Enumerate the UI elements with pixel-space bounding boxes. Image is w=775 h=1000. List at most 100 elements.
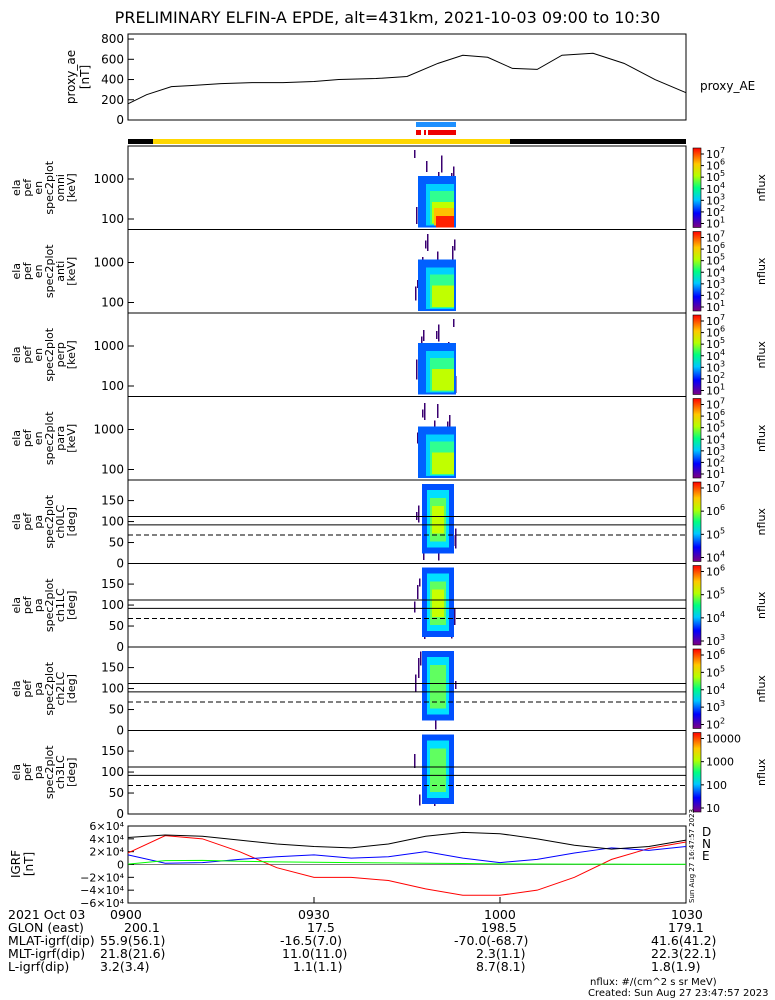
colorbar-tick-label: 104 (706, 550, 725, 565)
spectrogram-noise (415, 674, 417, 692)
spectrogram-noise (427, 234, 429, 251)
spectrogram-ylabel: ch2LC (54, 672, 67, 706)
spectrogram-ylabel: anti (54, 261, 67, 282)
spectrogram-flux (436, 216, 454, 228)
spectrogram-ylabel: spec2plot (43, 578, 56, 632)
spectrogram-ylabel: ela (10, 430, 23, 447)
colorbar-tick-label: 107 (706, 230, 725, 245)
colorbar (692, 648, 702, 729)
spectrogram-noise (414, 601, 416, 613)
spectrogram-ylabel: [keV] (65, 340, 78, 369)
spectrogram-ylabel: ch3LC (54, 755, 67, 789)
colorbar-tick-label: 103 (706, 276, 725, 291)
spectrogram-ytick-label: 100 (101, 379, 124, 393)
spectrogram-noise (452, 246, 454, 263)
proxy-ae-ytick-label: 800 (101, 32, 124, 46)
spectrogram-ylabel: en (32, 431, 45, 445)
footer-time-0930: 0930 (298, 907, 330, 922)
spectrogram-ytick-label: 0 (116, 724, 124, 738)
footer-row-value: 1.1(1.1) (293, 959, 343, 974)
colorbar (692, 314, 702, 395)
colorbar-tick-label: 106 (706, 647, 725, 662)
spectrogram-flux (432, 589, 444, 617)
spectrogram-noise (418, 505, 420, 523)
spectrogram-noise (426, 161, 428, 172)
spectrogram-noise (418, 658, 420, 678)
proxy-ae-frame (127, 33, 687, 121)
colorbar-tick-label: 101 (706, 299, 725, 314)
spectrogram-ylabel: pef (21, 762, 34, 781)
proxy-ae-ylabel: [nT] (78, 65, 92, 89)
spectrogram-ytick-label: 50 (109, 619, 124, 633)
spectrogram-ytick-label: 50 (109, 536, 124, 550)
spectrogram-panel-frame (127, 479, 687, 564)
footer-time-1030: 1030 (671, 907, 703, 922)
colorbar-tick-label: 103 (706, 192, 725, 207)
igrf-ylabel: IGRF (9, 850, 23, 878)
igrf-legend-N: N (702, 837, 711, 851)
footer-row-value: 17.5 (307, 920, 335, 935)
spectrogram-panel-frame (127, 646, 687, 731)
footer-row-value: 2.3(1.1) (476, 946, 526, 961)
footer-row-value: 55.9(56.1) (100, 933, 166, 948)
spectrogram-ytick-label: 150 (101, 494, 124, 508)
spectrogram-ylabel: ela (10, 764, 23, 781)
colorbar-tick-label: 106 (706, 503, 725, 518)
footer-row-value: 11.0(11.0) (282, 946, 348, 961)
spectrogram-ytick-label: 50 (109, 703, 124, 717)
proxy-ae-ylabel: proxy_ae (64, 50, 78, 104)
footer-row-value: 198.5 (481, 920, 517, 935)
spectrogram-ylabel: pa (32, 598, 45, 612)
proxy-ae-ytick-label: 200 (101, 93, 124, 107)
spectrogram-noise (449, 415, 451, 432)
spectrogram-ylabel: [keV] (65, 173, 78, 202)
spectrogram-ylabel: pef (21, 428, 34, 447)
footer-time-0900: 0900 (110, 907, 142, 922)
spectrogram-ylabel: spec2plot (43, 244, 56, 298)
spectrogram-ytick-label: 150 (101, 744, 124, 758)
igrf-ytick-label: −4×10⁴ (80, 884, 124, 897)
spectrogram-ytick-label: 100 (101, 765, 124, 779)
spectrogram-noise (437, 404, 439, 418)
spectrogram-panel-frame (127, 145, 687, 230)
spectrogram-ylabel: en (32, 181, 45, 195)
footer-row-value: 1.8(1.9) (651, 959, 701, 974)
spectrogram-noise (417, 280, 419, 288)
spectrogram-ytick-label: 100 (101, 463, 124, 477)
spectrogram-ytick-label: 1000 (93, 172, 124, 186)
colorbar-tick-label: 10000 (706, 733, 741, 746)
colorbar-label: nflux (755, 257, 768, 285)
spectrogram-ytick-label: 150 (101, 577, 124, 591)
colorbar-tick-label: 105 (706, 526, 725, 541)
spectrogram-flux (430, 748, 446, 792)
spectrogram-ylabel: pef (21, 345, 34, 364)
spectrogram-noise (419, 794, 421, 806)
colorbar-tick-label: 105 (706, 253, 725, 268)
colorbar-tick-label: 104 (706, 348, 725, 363)
spectrogram-ytick-label: 100 (101, 515, 124, 529)
igrf-ytick-label: 0 (117, 859, 124, 872)
spectrogram-ylabel: ela (10, 263, 23, 280)
spectrogram-ylabel: en (32, 348, 45, 362)
plot-title: PRELIMINARY ELFIN-A EPDE, alt=431km, 202… (114, 8, 661, 27)
spectrogram-ytick-label: 100 (101, 212, 124, 226)
footer-row-value: -16.5(7.0) (280, 933, 342, 948)
spectrogram-noise (416, 207, 418, 224)
spectrogram-ylabel: [deg] (65, 507, 78, 536)
spectrogram-noise (441, 155, 443, 173)
spectrogram-noise (438, 324, 440, 342)
spectrogram-ylabel: pa (32, 765, 45, 779)
spectrogram-flux (432, 452, 454, 474)
spectrogram-ytick-label: 150 (101, 661, 124, 675)
igrf-ytick-label: 4×10⁴ (89, 833, 124, 846)
spectrogram-ylabel: omni (54, 174, 67, 201)
colorbar-tick-label: 103 (706, 443, 725, 458)
igrf-ytick-label: 6×10⁴ (89, 820, 124, 833)
igrf-side-text: Sun Aug 27 16:47:57 2023 (688, 809, 696, 903)
colorbar-tick-label: 107 (706, 480, 725, 495)
spectrogram-flux (432, 285, 454, 307)
science-zone-blue (416, 122, 456, 127)
footer-row-value: 8.7(8.1) (476, 959, 526, 974)
spectrogram-ytick-label: 0 (116, 640, 124, 654)
